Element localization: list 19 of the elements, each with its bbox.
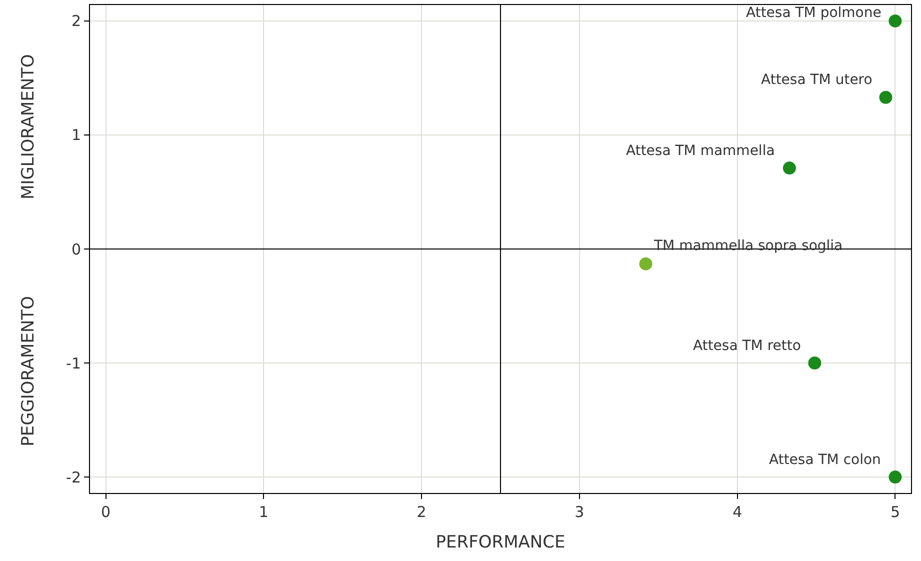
y-tick-label: 1 — [71, 126, 81, 144]
annotation: Attesa TM mammella — [626, 143, 775, 159]
text: PEGGIORAMENTO — [18, 296, 38, 446]
annotation: Attesa TM utero — [761, 72, 872, 88]
x-axis-title: PERFORMANCE — [436, 532, 566, 552]
x-tick-label: 1 — [258, 503, 268, 521]
x-tick-label: 4 — [732, 503, 742, 521]
text: MIGLIORAMENTO — [18, 54, 38, 200]
x-tick-label: 5 — [890, 503, 900, 521]
x-tick-label: 2 — [416, 503, 426, 521]
annotation: Attesa TM colon — [769, 452, 881, 468]
x-tick-label: 3 — [574, 503, 584, 521]
y-tick-label: 2 — [71, 12, 81, 30]
y-tick-label: 0 — [71, 240, 81, 258]
x-tick-label: 0 — [101, 503, 111, 521]
annotation: Attesa TM retto — [693, 338, 801, 354]
y-tick-label: -2 — [66, 468, 81, 486]
y-tick-label: -1 — [66, 354, 81, 372]
annotation: Attesa TM polmone — [746, 5, 882, 21]
